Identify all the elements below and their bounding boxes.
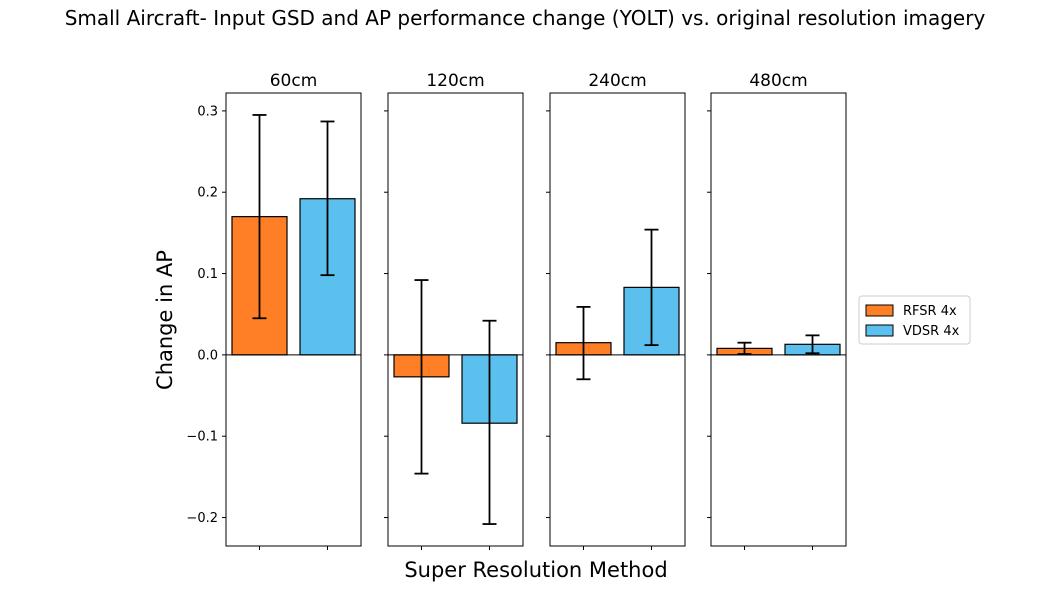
x-axis-label: Super Resolution Method xyxy=(404,558,667,582)
axes-frame xyxy=(225,92,362,547)
y-tick-label: −0.1 xyxy=(186,430,218,445)
error-bar xyxy=(644,228,659,347)
error-bar xyxy=(414,279,429,475)
legend-swatch xyxy=(865,324,894,337)
axes-frame xyxy=(549,92,686,547)
axes-frame xyxy=(387,92,524,547)
panel-title: 480cm xyxy=(749,71,807,91)
y-tick-label: 0.0 xyxy=(197,348,218,363)
panel-120cm: 120cm xyxy=(384,71,524,550)
error-bar xyxy=(737,341,752,355)
panel-240cm: 240cm xyxy=(546,71,686,550)
panel-title: 120cm xyxy=(426,71,484,91)
axes-frame xyxy=(710,92,847,547)
error-bar xyxy=(320,120,335,277)
error-bar xyxy=(805,334,820,355)
panel-480cm: 480cm xyxy=(707,71,847,550)
error-bar xyxy=(576,305,591,381)
y-tick-label: 0.1 xyxy=(197,267,218,282)
panel-title: 60cm xyxy=(270,71,318,91)
panel-title: 240cm xyxy=(588,71,646,91)
legend-label: VDSR 4x xyxy=(903,324,960,339)
y-tick-label: 0.3 xyxy=(197,104,218,119)
y-tick-label: −0.2 xyxy=(186,511,218,526)
y-tick-label: 0.2 xyxy=(197,186,218,201)
y-axis-label: Change in AP xyxy=(153,250,177,390)
chart-title: Small Aircraft- Input GSD and AP perform… xyxy=(65,6,986,30)
legend-label: RFSR 4x xyxy=(903,304,957,319)
error-bar xyxy=(482,319,497,525)
legend: RFSR 4x VDSR 4x xyxy=(858,295,971,345)
panel-60cm: 60cm 0.3 0.2 0.1 0.0 −0.1 −0.2 xyxy=(186,71,362,550)
error-bar xyxy=(252,114,267,320)
legend-swatch xyxy=(865,304,894,317)
